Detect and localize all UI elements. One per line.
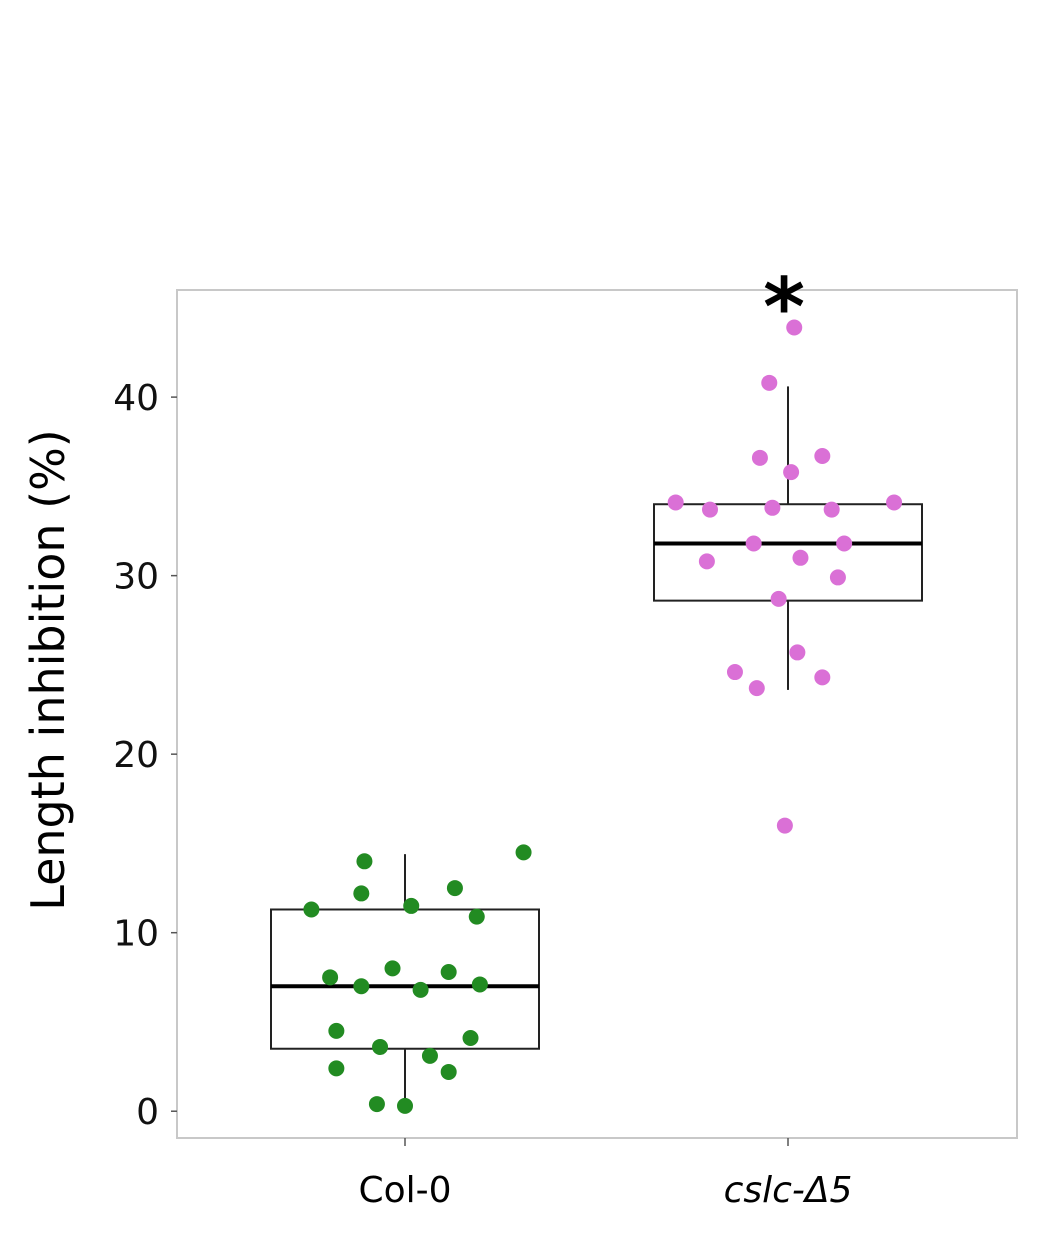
significance-asterisk: * (763, 261, 805, 354)
data-point (667, 494, 684, 511)
data-point (372, 1038, 389, 1055)
data-point (745, 535, 762, 552)
data-point (698, 553, 715, 570)
data-point (814, 448, 831, 465)
data-point (440, 963, 457, 980)
data-point (462, 1030, 479, 1047)
data-point (471, 976, 488, 993)
data-point (761, 374, 778, 391)
data-point (468, 908, 485, 925)
data-point (776, 817, 793, 834)
data-point (886, 494, 903, 511)
data-point (823, 501, 840, 518)
data-point (353, 885, 370, 902)
data-point (786, 319, 803, 336)
data-point (515, 844, 532, 861)
category-label: Col-0 (358, 1170, 451, 1211)
data-point (440, 1063, 457, 1080)
data-point (403, 897, 420, 914)
data-point (328, 1060, 345, 1077)
category-label: cslc-Δ5 (724, 1170, 853, 1211)
data-point (368, 1096, 385, 1113)
data-point (764, 499, 781, 516)
data-point (829, 569, 846, 586)
y-axis-title: Length inhibition (%) (21, 429, 75, 910)
data-point (328, 1022, 345, 1039)
y-tick-label: 20 (113, 735, 159, 776)
y-tick-label: 40 (113, 378, 159, 419)
plot-area-frame (176, 289, 1018, 1139)
data-point (303, 901, 320, 918)
data-point (356, 853, 373, 870)
data-point (770, 590, 787, 607)
interquartile-box (653, 503, 923, 602)
data-point (421, 1047, 438, 1064)
data-point (384, 960, 401, 977)
data-point (783, 464, 800, 481)
annotations: * (763, 261, 805, 354)
data-point (353, 978, 370, 995)
data-point (789, 644, 806, 661)
data-points (303, 319, 903, 1114)
y-axis: 0 10 20 30 40 (113, 378, 177, 1133)
data-point (397, 1097, 413, 1114)
data-point (412, 981, 429, 998)
data-point (446, 880, 463, 897)
data-point (702, 501, 718, 518)
data-point (792, 549, 809, 566)
data-point (836, 535, 853, 552)
data-point (322, 969, 339, 986)
y-tick-label: 30 (113, 557, 159, 598)
y-tick-label: 0 (136, 1092, 159, 1133)
y-tick-label: 10 (113, 914, 159, 955)
data-point (748, 680, 765, 697)
category-labels: Col-0 cslc-Δ5 (358, 1170, 852, 1211)
data-point (751, 449, 768, 466)
x-axis (404, 1138, 789, 1146)
data-point (726, 664, 743, 681)
box-1 (653, 386, 923, 690)
data-point (814, 669, 831, 686)
